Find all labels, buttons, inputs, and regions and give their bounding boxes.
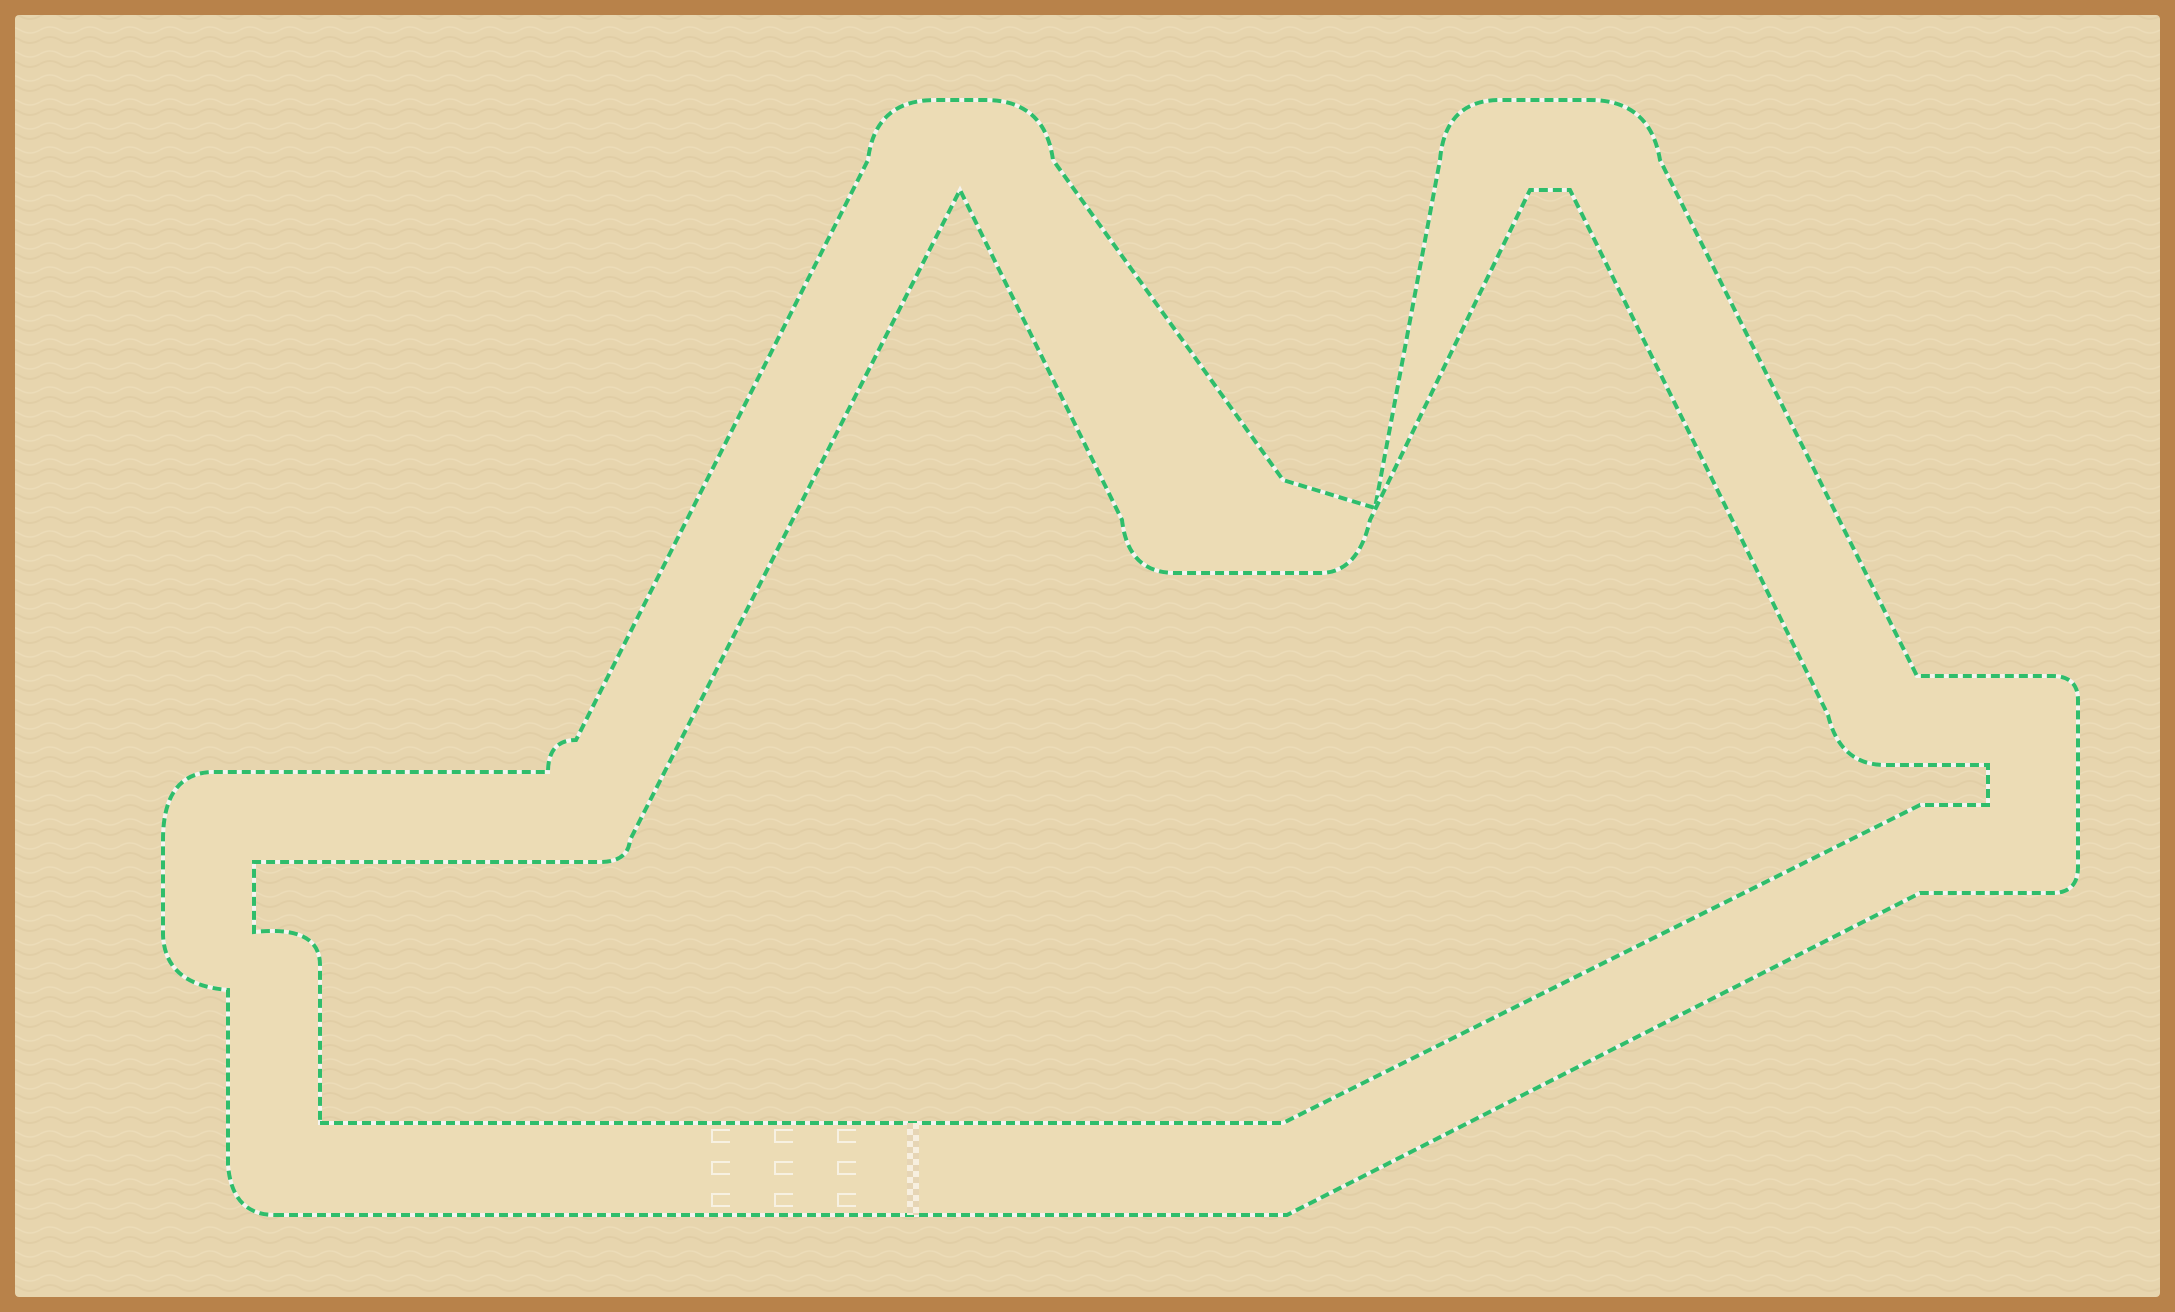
finish-line-square — [913, 1207, 919, 1213]
finish-line — [907, 1123, 919, 1215]
outer-kerb — [161, 98, 2080, 1217]
finish-line-square — [907, 1171, 913, 1177]
finish-line-square — [913, 1183, 919, 1189]
finish-line-square — [913, 1177, 919, 1183]
finish-line-square — [907, 1189, 913, 1195]
track — [161, 98, 2080, 1217]
finish-line-square — [907, 1213, 913, 1215]
finish-line-square — [913, 1195, 919, 1201]
finish-line-square — [907, 1159, 913, 1165]
finish-line-square — [913, 1129, 919, 1135]
inner-kerb — [252, 185, 1990, 1125]
grid-slot — [774, 1129, 793, 1143]
finish-line-square — [913, 1141, 919, 1147]
finish-line-square — [907, 1177, 913, 1183]
grid-slot — [837, 1129, 856, 1143]
finish-line-square — [913, 1171, 919, 1177]
finish-line-square — [913, 1153, 919, 1159]
finish-line-square — [907, 1129, 913, 1135]
finish-line-square — [913, 1123, 919, 1129]
finish-line-square — [913, 1213, 919, 1215]
grid-slot — [837, 1161, 856, 1175]
finish-line-square — [907, 1201, 913, 1207]
finish-line-square — [913, 1165, 919, 1171]
grid-slot — [711, 1129, 730, 1143]
start-grid — [711, 1129, 856, 1207]
finish-line-square — [907, 1165, 913, 1171]
finish-line-square — [913, 1159, 919, 1165]
finish-line-square — [907, 1183, 913, 1189]
finish-line-square — [907, 1207, 913, 1213]
grid-slot — [711, 1193, 730, 1207]
finish-line-square — [907, 1147, 913, 1153]
finish-line-square — [913, 1147, 919, 1153]
finish-line-square — [907, 1195, 913, 1201]
finish-line-square — [913, 1135, 919, 1141]
finish-line-square — [907, 1153, 913, 1159]
finish-line-square — [907, 1123, 913, 1129]
grid-slot — [837, 1193, 856, 1207]
grid-slot — [774, 1193, 793, 1207]
grid-slot — [711, 1161, 730, 1175]
finish-line-square — [913, 1189, 919, 1195]
finish-line-square — [907, 1135, 913, 1141]
finish-line-square — [913, 1201, 919, 1207]
grid-slot — [774, 1161, 793, 1175]
finish-line-square — [907, 1141, 913, 1147]
infield-sand — [254, 190, 1988, 1123]
